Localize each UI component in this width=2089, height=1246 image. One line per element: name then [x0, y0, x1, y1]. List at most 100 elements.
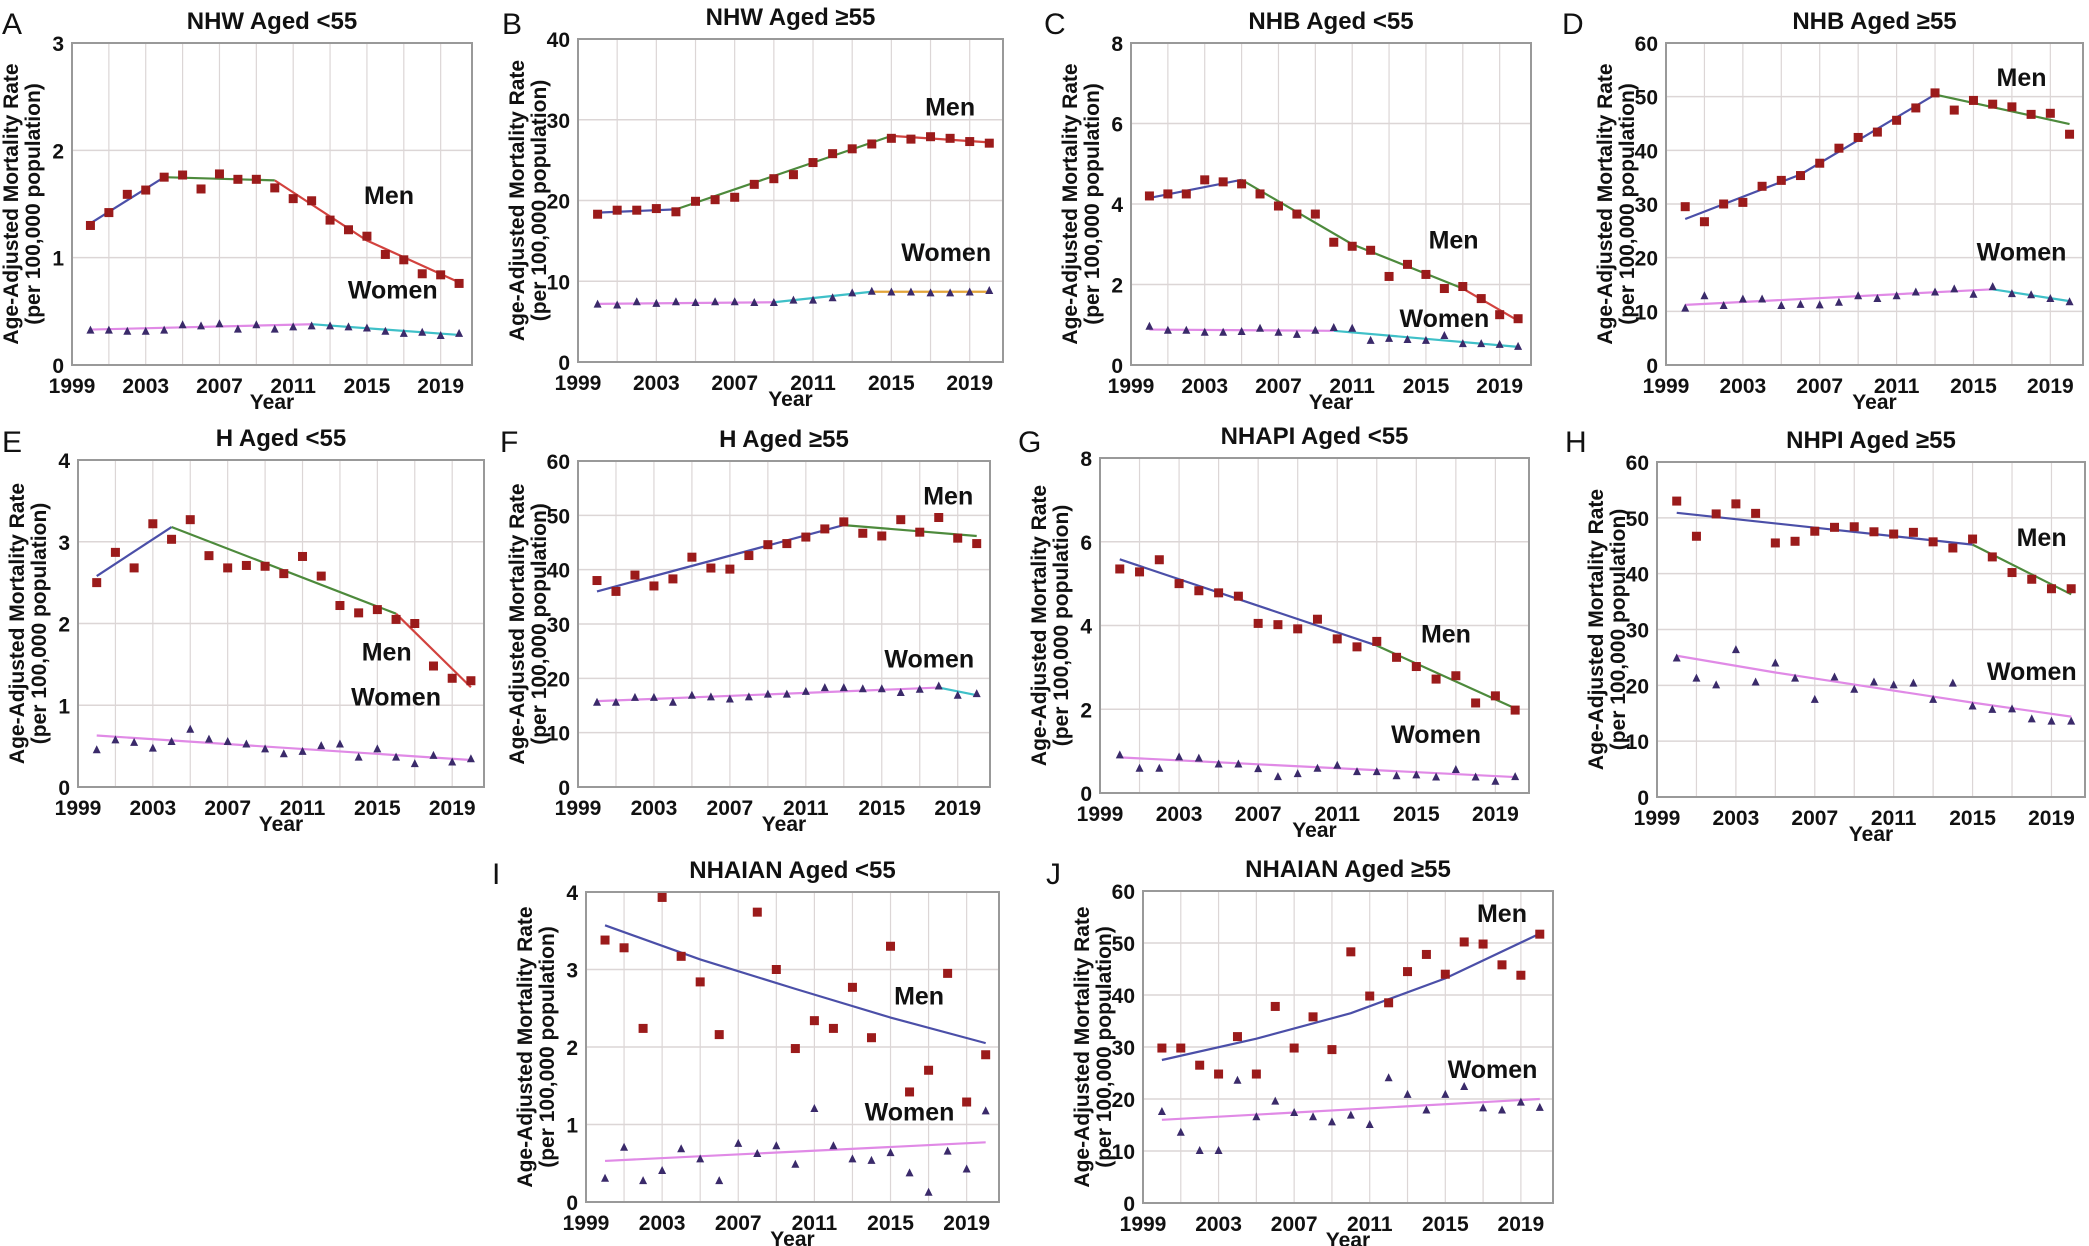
data-point-women — [1854, 291, 1863, 300]
data-point-women — [593, 299, 602, 308]
trend-line-blue — [1676, 511, 1973, 546]
data-point-women — [373, 744, 382, 753]
data-point-men — [436, 270, 446, 280]
data-point-women — [649, 692, 658, 701]
data-point-men — [288, 194, 298, 204]
data-point-men — [1181, 189, 1191, 199]
data-point-men — [782, 539, 792, 549]
data-point-men — [1237, 179, 1247, 189]
data-point-women — [1327, 1117, 1336, 1126]
x-tick-label: 2019 — [417, 375, 464, 398]
data-point-men — [657, 892, 667, 902]
y-tick-label: 10 — [1635, 301, 1658, 324]
data-point-men — [1889, 529, 1899, 539]
x-axis-label: Year — [259, 813, 303, 836]
plot-frame — [1130, 42, 1532, 366]
data-point-men — [771, 965, 781, 974]
data-point-women — [1365, 1120, 1374, 1128]
x-tick-label: 2015 — [344, 375, 391, 398]
x-tick-label: 2015 — [1422, 1213, 1469, 1236]
data-point-men — [1751, 508, 1761, 518]
x-tick-label: 2015 — [1403, 375, 1450, 398]
data-point-women — [86, 325, 95, 334]
data-point-women — [924, 1187, 933, 1196]
data-point-women — [848, 288, 857, 297]
data-point-men — [1968, 534, 1978, 544]
plot-frame — [1099, 457, 1530, 794]
data-point-women — [677, 1144, 686, 1153]
data-point-men — [1332, 634, 1342, 644]
data-point-men — [1273, 201, 1283, 211]
data-point-women — [455, 328, 464, 337]
data-point-women — [1738, 294, 1747, 303]
data-point-women — [160, 325, 169, 334]
data-point-women — [1516, 1097, 1525, 1106]
x-tick-label: 2003 — [1181, 375, 1228, 398]
data-point-women — [1271, 1096, 1280, 1105]
data-point-women — [639, 1176, 648, 1185]
y-tick-label: 50 — [1112, 933, 1135, 956]
data-point-men — [801, 532, 811, 542]
panel-letter: A — [2, 8, 22, 41]
data-point-men — [1384, 998, 1394, 1008]
data-point-women — [782, 689, 791, 698]
data-point-women — [953, 690, 962, 699]
data-point-women — [829, 1141, 838, 1150]
x-tick-label: 2007 — [711, 372, 758, 395]
data-point-men — [1144, 191, 1154, 201]
data-point-men — [1459, 937, 1469, 947]
data-point-women — [186, 724, 195, 733]
x-tick-label: 2019 — [934, 797, 981, 820]
data-point-men — [251, 174, 261, 184]
data-point-women — [828, 293, 837, 302]
x-tick-label: 2007 — [1791, 807, 1838, 830]
data-point-women — [1273, 772, 1282, 781]
data-point-women — [392, 752, 401, 761]
series-men: Men — [92, 515, 476, 689]
data-point-women — [223, 737, 232, 746]
data-point-women — [111, 735, 120, 744]
panel-e: 0 1 2 3 4 1999 2003 2007 2011 2015 2019 Year Age-Adj… — [2, 425, 485, 836]
data-point-women — [1451, 764, 1460, 773]
data-point-women — [753, 1148, 762, 1157]
x-tick-label: 1999 — [555, 372, 602, 395]
data-point-women — [1157, 1107, 1166, 1115]
plot-frame — [1142, 890, 1554, 1204]
data-point-women — [1869, 677, 1878, 686]
series-label-men: Men — [923, 482, 973, 510]
data-point-men — [1214, 588, 1224, 598]
data-point-men — [335, 601, 345, 611]
data-point-men — [372, 605, 382, 615]
data-point-men — [638, 1023, 648, 1033]
x-tick-label: 1999 — [1108, 375, 1155, 398]
y-axis-label: Age-Adjusted Mortality Rate — [1585, 489, 1608, 770]
data-point-men — [2007, 568, 2017, 578]
data-point-men — [316, 571, 326, 581]
x-axis-label: Year — [1292, 819, 1336, 842]
data-point-women — [1873, 293, 1882, 302]
plot-frame — [77, 459, 485, 788]
data-point-women — [448, 757, 457, 766]
y-tick-label: 20 — [547, 668, 570, 691]
y-axis-label: Age-Adjusted Mortality Rate — [1071, 906, 1094, 1187]
data-point-men — [1411, 662, 1421, 672]
y-tick-label: 50 — [1635, 87, 1658, 110]
x-axis-label: Year — [1326, 1229, 1370, 1246]
data-point-women — [2047, 716, 2056, 725]
data-point-men — [965, 137, 975, 147]
data-point-women — [326, 321, 335, 330]
data-point-women — [1392, 771, 1401, 780]
data-point-men — [1490, 691, 1500, 701]
data-point-women — [197, 321, 206, 330]
data-point-women — [233, 324, 242, 333]
data-point-men — [1719, 199, 1729, 209]
y-axis-label: Age-Adjusted Mortality Rate — [1594, 63, 1617, 344]
series-label-women: Women — [1977, 238, 2067, 266]
x-tick-label: 2007 — [707, 797, 754, 820]
data-point-women — [1441, 1089, 1450, 1098]
data-point-men — [2026, 109, 2036, 119]
data-point-men — [1329, 237, 1339, 247]
data-point-men — [148, 519, 158, 529]
y-tick-label: 10 — [547, 723, 570, 746]
data-point-men — [178, 170, 188, 180]
